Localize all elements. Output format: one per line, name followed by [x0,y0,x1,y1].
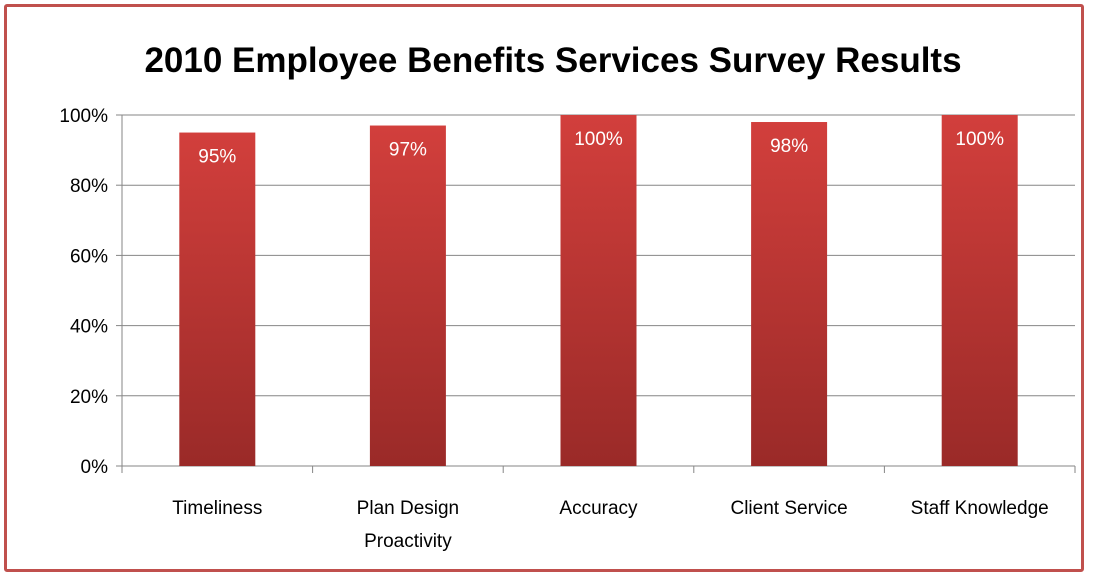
data-label: 95% [198,147,236,168]
bar [369,125,446,466]
data-labels: 95% 97% 100% 98% 100% [198,129,1004,168]
bar [751,122,828,467]
y-tick-label: 100% [59,106,108,127]
x-category-label: Plan Design Proactivity [357,498,459,552]
y-axis-tick-labels: 0% 20% 40% 60% 80% 100% [59,106,108,478]
y-tick-label: 80% [70,176,108,197]
x-category-label: Timeliness [172,498,262,519]
bars [179,115,1018,467]
x-category-label: Accuracy [559,498,638,519]
y-tick-label: 0% [81,457,109,478]
x-category-label: Client Service [730,498,847,519]
y-tick-label: 40% [70,317,108,338]
data-label: 97% [389,140,427,161]
data-label: 100% [955,129,1004,150]
data-label: 100% [574,129,623,150]
x-category-label: Staff Knowledge [911,498,1049,519]
y-tick-label: 20% [70,387,108,408]
bar [179,132,256,467]
x-axis-category-labels: Timeliness Plan Design Proactivity Accuracy… [172,498,1048,552]
data-label: 98% [770,136,808,157]
chart-title: 2010 Employee Benefits Services Survey R… [144,41,961,80]
y-tick-label: 60% [70,246,108,267]
bar [941,115,1018,466]
bar [560,115,637,466]
